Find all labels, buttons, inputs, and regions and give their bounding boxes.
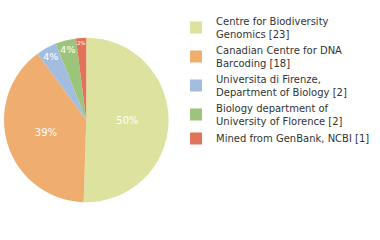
svg-text:39%: 39%	[35, 127, 57, 138]
svg-text:Centre for BiodiversityGenomic: Centre for BiodiversityGenomics [23]	[216, 16, 329, 40]
svg-text:50%: 50%	[116, 115, 138, 126]
svg-text:4%: 4%	[60, 44, 75, 55]
svg-text:2%: 2%	[77, 40, 85, 46]
svg-text:Biology department ofUniversit: Biology department ofUniversity of Flore…	[216, 103, 343, 127]
svg-text:4%: 4%	[43, 51, 58, 62]
svg-text:Universita di Firenze,Departme: Universita di Firenze,Department of Biol…	[216, 74, 347, 98]
svg-text:Mined from GenBank, NCBI [1]: Mined from GenBank, NCBI [1]	[216, 133, 369, 144]
svg-text:Canadian Centre for DNABarcodi: Canadian Centre for DNABarcoding [18]	[216, 45, 342, 69]
